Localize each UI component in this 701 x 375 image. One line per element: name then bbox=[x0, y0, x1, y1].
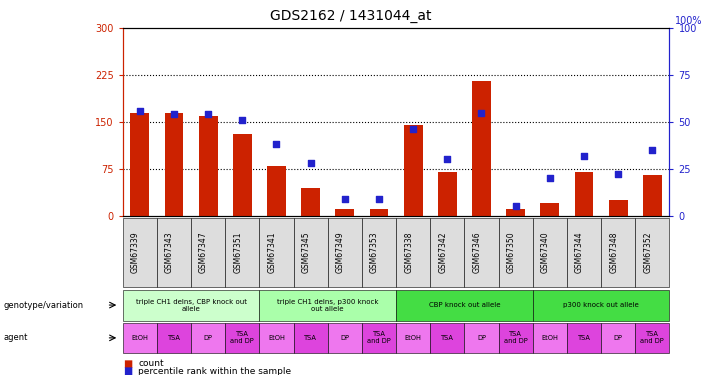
Text: triple CH1 delns, p300 knock
out allele: triple CH1 delns, p300 knock out allele bbox=[277, 298, 379, 312]
Text: EtOH: EtOH bbox=[268, 335, 285, 341]
Text: GSM67343: GSM67343 bbox=[165, 231, 174, 273]
Text: TSA
and DP: TSA and DP bbox=[641, 332, 665, 344]
Text: DP: DP bbox=[340, 335, 349, 341]
Bar bbox=[267, 166, 286, 216]
Point bbox=[407, 126, 418, 132]
Text: GSM67348: GSM67348 bbox=[609, 231, 618, 273]
Bar bbox=[198, 116, 217, 216]
Bar bbox=[301, 188, 320, 216]
Text: GSM67353: GSM67353 bbox=[370, 231, 379, 273]
Point bbox=[305, 160, 316, 166]
Text: TSA
and DP: TSA and DP bbox=[504, 332, 528, 344]
Bar bbox=[472, 81, 491, 216]
Text: TSA
and DP: TSA and DP bbox=[367, 332, 391, 344]
Text: GSM67349: GSM67349 bbox=[336, 231, 345, 273]
Point bbox=[271, 141, 282, 147]
Text: count: count bbox=[138, 359, 164, 368]
Text: TSA: TSA bbox=[168, 335, 180, 341]
Point bbox=[613, 171, 624, 177]
Text: CBP knock out allele: CBP knock out allele bbox=[429, 302, 500, 308]
Text: GSM67347: GSM67347 bbox=[199, 231, 208, 273]
Text: p300 knock out allele: p300 knock out allele bbox=[563, 302, 639, 308]
Text: TSA: TSA bbox=[304, 335, 317, 341]
Bar bbox=[506, 209, 525, 216]
Text: TSA: TSA bbox=[578, 335, 590, 341]
Point bbox=[544, 175, 555, 181]
Text: EtOH: EtOH bbox=[404, 335, 421, 341]
Text: GDS2162 / 1431044_at: GDS2162 / 1431044_at bbox=[270, 9, 431, 23]
Text: GSM67345: GSM67345 bbox=[301, 231, 311, 273]
Point bbox=[203, 111, 214, 117]
Text: ■: ■ bbox=[123, 359, 132, 369]
Text: GSM67350: GSM67350 bbox=[507, 231, 516, 273]
Text: 100%: 100% bbox=[675, 16, 701, 26]
Text: DP: DP bbox=[477, 335, 486, 341]
Text: GSM67338: GSM67338 bbox=[404, 231, 413, 273]
Bar bbox=[643, 175, 662, 216]
Text: EtOH: EtOH bbox=[541, 335, 558, 341]
Point bbox=[374, 196, 385, 202]
Point bbox=[476, 110, 487, 116]
Text: TSA: TSA bbox=[441, 335, 454, 341]
Text: TSA
and DP: TSA and DP bbox=[231, 332, 254, 344]
Point bbox=[442, 156, 453, 162]
Point bbox=[168, 111, 179, 117]
Bar bbox=[540, 203, 559, 216]
Point bbox=[339, 196, 350, 202]
Bar bbox=[335, 209, 354, 216]
Bar bbox=[404, 125, 423, 216]
Text: GSM67351: GSM67351 bbox=[233, 231, 243, 273]
Bar bbox=[369, 209, 388, 216]
Text: DP: DP bbox=[203, 335, 212, 341]
Text: agent: agent bbox=[4, 333, 28, 342]
Bar bbox=[233, 134, 252, 216]
Point bbox=[578, 153, 590, 159]
Bar bbox=[438, 172, 457, 216]
Text: ■: ■ bbox=[123, 366, 132, 375]
Text: GSM67346: GSM67346 bbox=[472, 231, 482, 273]
Point bbox=[647, 147, 658, 153]
Bar bbox=[165, 112, 184, 216]
Text: GSM67340: GSM67340 bbox=[541, 231, 550, 273]
Bar bbox=[608, 200, 627, 216]
Point bbox=[510, 203, 522, 209]
Text: GSM67352: GSM67352 bbox=[644, 231, 653, 273]
Text: GSM67341: GSM67341 bbox=[268, 231, 276, 273]
Text: percentile rank within the sample: percentile rank within the sample bbox=[138, 367, 291, 375]
Text: GSM67344: GSM67344 bbox=[575, 231, 584, 273]
Point bbox=[237, 117, 248, 123]
Bar bbox=[575, 172, 594, 216]
Point bbox=[134, 108, 145, 114]
Text: GSM67339: GSM67339 bbox=[131, 231, 139, 273]
Bar bbox=[130, 112, 149, 216]
Text: genotype/variation: genotype/variation bbox=[4, 301, 83, 310]
Text: triple CH1 delns, CBP knock out
allele: triple CH1 delns, CBP knock out allele bbox=[135, 298, 247, 312]
Text: DP: DP bbox=[613, 335, 622, 341]
Text: EtOH: EtOH bbox=[131, 335, 148, 341]
Text: GSM67342: GSM67342 bbox=[438, 231, 447, 273]
